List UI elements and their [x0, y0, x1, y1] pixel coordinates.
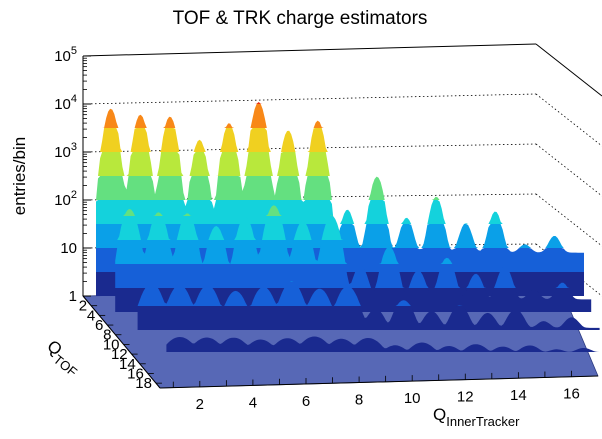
x-axis: [159, 375, 599, 389]
gridline-right-1e3: [535, 143, 602, 197]
surface-band: [96, 176, 584, 200]
x-axis-label-main: Q: [433, 405, 446, 424]
y-tick-label: 4: [87, 307, 95, 324]
z-tick-label: 102: [54, 189, 77, 209]
gridline-1e4: [82, 93, 537, 105]
x-tick-label: 2: [196, 396, 204, 413]
x-axis-label: QInnerTracker: [433, 405, 520, 429]
x-tick-label: 12: [457, 389, 474, 406]
surface-layer: [96, 102, 602, 352]
y-tick-label: 10: [103, 336, 120, 353]
z-tick-label: 103: [54, 141, 77, 161]
y-axis-label: QTOF: [40, 336, 85, 379]
surface-band: [96, 102, 584, 104]
surface-band: [137, 306, 600, 330]
z-tick-label: 104: [54, 93, 77, 113]
x-tick-label: 4: [249, 394, 257, 411]
y-tick-label: 8: [103, 327, 111, 344]
surface-band: [96, 104, 584, 128]
x-tick-label: 16: [563, 386, 580, 403]
z-axis: [82, 56, 161, 389]
y-tick-label: 6: [95, 317, 103, 334]
x-tick-label: 14: [510, 387, 527, 404]
x-axis-label-sub: InnerTracker: [446, 414, 520, 429]
y-tick-label: 18: [135, 375, 152, 392]
z-tick-label: 10: [60, 240, 77, 257]
back-frame: [82, 43, 602, 297]
surface-band: [115, 216, 592, 240]
z-tick-label: 105: [54, 45, 77, 65]
surface-band: [166, 336, 602, 352]
y-tick-label: 2: [79, 298, 87, 315]
surface-band: [96, 152, 584, 176]
x-axis-ticks: 2 4 6 8 10 12 14 16: [172, 370, 580, 413]
gridline-right-1e4: [535, 93, 602, 147]
surface-band: [137, 282, 600, 306]
y-tick-label: 16: [127, 365, 144, 382]
x-tick-label: 6: [302, 393, 310, 410]
chart-title: TOF & TRK charge estimators: [173, 8, 428, 29]
x-tick-label: 10: [404, 390, 421, 407]
z-axis-label: entries/bin: [10, 137, 29, 215]
surface-band: [96, 200, 584, 224]
y-tick-label: 14: [119, 356, 136, 373]
z-tick-label: 1: [69, 288, 77, 305]
z-axis-ticks: 1 10 102 103 104 105: [54, 45, 91, 305]
surface-band: [115, 240, 592, 264]
y-tick-label: 12: [111, 346, 128, 363]
gridline-right-1e2: [535, 193, 602, 247]
surface-band: [96, 128, 584, 152]
surface-band: [115, 264, 592, 288]
x-tick-label: 8: [355, 392, 363, 409]
